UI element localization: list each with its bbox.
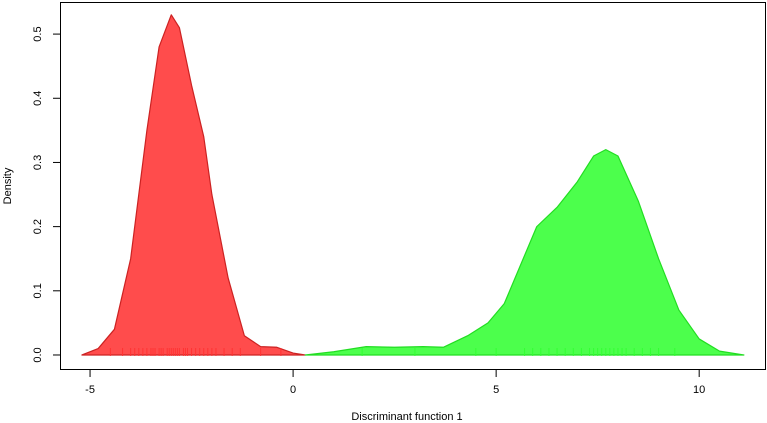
x-axis-label: Discriminant function 1 (351, 411, 462, 423)
y-tick-label: 0.1 (32, 283, 44, 298)
density-area (81, 14, 306, 356)
x-tick-label: 10 (693, 384, 705, 396)
density-area (304, 149, 745, 356)
plot-box (60, 2, 766, 370)
x-tick-label: 0 (290, 384, 296, 396)
x-tick-label: -5 (85, 384, 95, 396)
y-tick-label: 0.3 (32, 155, 44, 170)
y-tick-label: 0.0 (32, 347, 44, 362)
y-axis-label: Density (2, 167, 14, 204)
y-tick-label: 0.4 (32, 91, 44, 106)
y-tick-label: 0.5 (32, 26, 44, 41)
x-tick-label: 5 (493, 384, 499, 396)
y-tick-label: 0.2 (32, 219, 44, 234)
